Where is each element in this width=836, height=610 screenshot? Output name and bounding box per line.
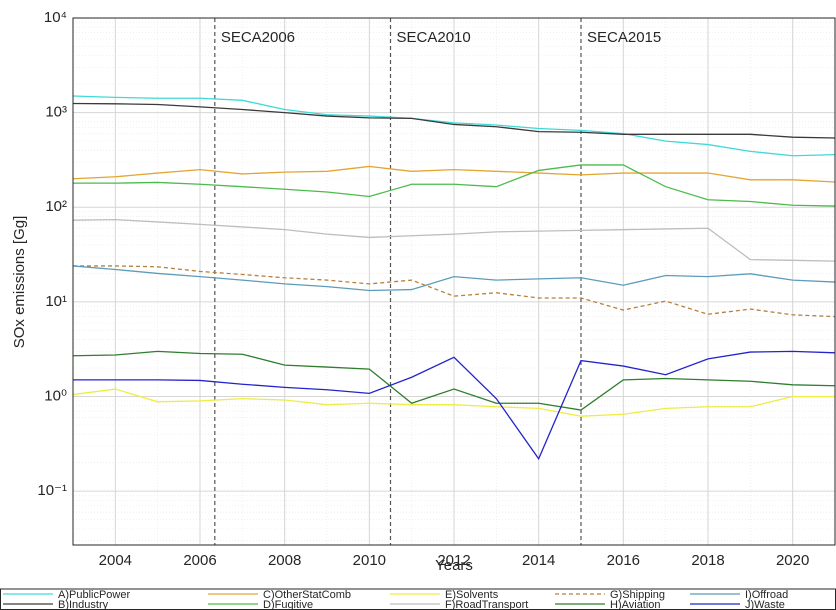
x-tick-label: 2006: [183, 552, 216, 569]
x-axis-label: Years: [435, 557, 473, 574]
plot-frame: [72, 17, 836, 546]
series-line: [72, 165, 836, 183]
x-tick-label: 2020: [776, 552, 809, 569]
series-line: [73, 265, 836, 318]
legend-label: H)Aviation: [610, 599, 661, 610]
x-tick-label: 2016: [607, 552, 640, 569]
y-tick-label: 10²: [45, 198, 67, 215]
series-line: [72, 95, 836, 157]
x-tick-label: 2008: [268, 552, 301, 569]
legend-label: I)Offroad: [745, 589, 788, 601]
series-line: [72, 388, 835, 417]
series-line: [73, 164, 836, 207]
annotation-text: SECA2010: [397, 29, 471, 46]
y-tick-label: 10³: [45, 104, 67, 121]
series-line: [72, 218, 836, 262]
legend-label: F)RoadTransport: [445, 599, 528, 610]
legend-label: G)Shipping: [610, 589, 665, 601]
y-tick-label: 10¹: [45, 293, 67, 310]
legend-label: E)Solvents: [445, 589, 499, 601]
series-line: [72, 102, 836, 139]
series-line: [72, 265, 836, 292]
legend-label: C)OtherStatComb: [263, 589, 351, 601]
legend-label: A)PublicPower: [58, 589, 130, 601]
x-tick-label: 2018: [691, 552, 724, 569]
annotation-text: SECA2006: [221, 29, 295, 46]
x-tick-label: 2012: [437, 552, 470, 569]
series-line: [73, 350, 836, 461]
legend-label: B)Industry: [58, 599, 109, 610]
y-tick-label: 10⁻¹: [37, 482, 67, 499]
y-axis-label: SOx emissions [Gg]: [11, 216, 28, 349]
annotation-text: SECA2015: [587, 29, 661, 46]
x-tick-label: 2014: [522, 552, 555, 569]
x-tick-label: 2004: [99, 552, 132, 569]
y-tick-label: 10⁴: [44, 9, 67, 26]
y-tick-label: 10⁰: [44, 388, 67, 405]
x-tick-label: 2010: [353, 552, 386, 569]
legend-label: D)Fugitive: [263, 599, 313, 610]
series-line: [72, 350, 836, 411]
legend-label: J)Waste: [745, 599, 785, 610]
